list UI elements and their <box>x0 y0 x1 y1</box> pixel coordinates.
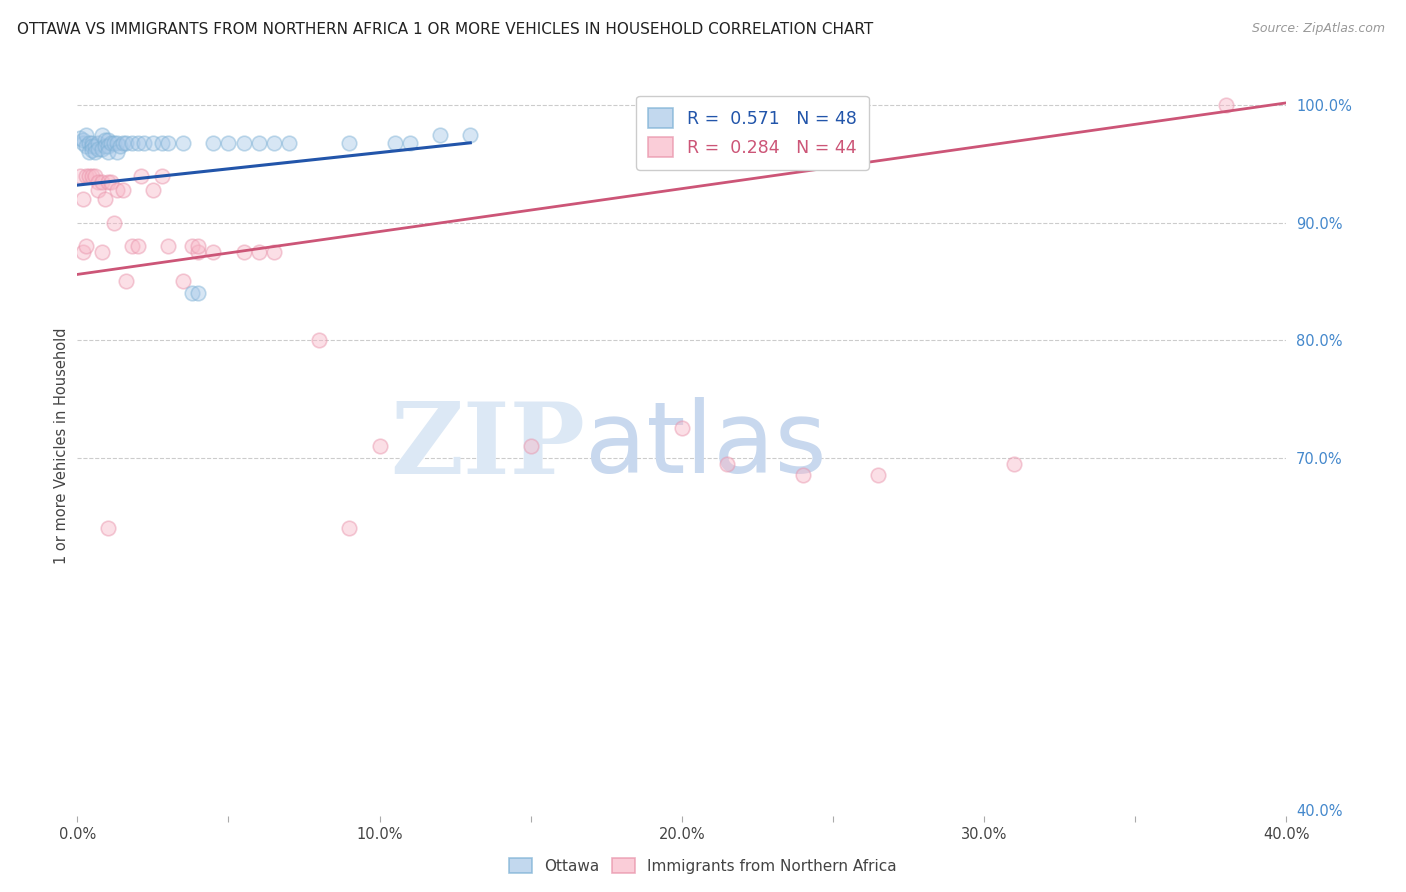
Y-axis label: 1 or more Vehicles in Household: 1 or more Vehicles in Household <box>53 327 69 565</box>
Point <box>429 128 451 142</box>
Point <box>103 136 125 150</box>
Point <box>84 145 107 160</box>
Point <box>96 145 118 160</box>
Text: OTTAWA VS IMMIGRANTS FROM NORTHERN AFRICA 1 OR MORE VEHICLES IN HOUSEHOLD CORREL: OTTAWA VS IMMIGRANTS FROM NORTHERN AFRIC… <box>17 22 873 37</box>
Point <box>792 468 814 483</box>
Point <box>150 169 173 183</box>
Point <box>75 239 97 253</box>
Point <box>218 136 240 150</box>
Point <box>114 136 136 150</box>
Point <box>69 169 91 183</box>
Point <box>87 183 110 197</box>
Text: atlas: atlas <box>585 398 827 494</box>
Point <box>100 136 122 150</box>
Text: Source: ZipAtlas.com: Source: ZipAtlas.com <box>1251 22 1385 36</box>
Point <box>105 136 128 150</box>
Point <box>263 245 285 260</box>
Point <box>82 139 104 153</box>
Point <box>1215 98 1237 112</box>
Point <box>79 145 101 160</box>
Point <box>93 139 115 153</box>
Point <box>157 136 180 150</box>
Point <box>127 239 149 253</box>
Point <box>111 136 134 150</box>
Point <box>181 239 204 253</box>
Point <box>868 468 890 483</box>
Point <box>157 239 180 253</box>
Point <box>93 133 115 147</box>
Point <box>150 136 173 150</box>
Point <box>87 142 110 156</box>
Point <box>337 136 360 150</box>
Point <box>96 139 118 153</box>
Point <box>187 286 209 301</box>
Point <box>84 139 107 153</box>
Point <box>172 136 194 150</box>
Point <box>82 143 104 157</box>
Point <box>79 136 101 150</box>
Point <box>278 136 301 150</box>
Point <box>90 142 112 156</box>
Point <box>75 139 97 153</box>
Point <box>129 169 152 183</box>
Point <box>90 245 112 260</box>
Point <box>108 139 131 153</box>
Point <box>247 136 270 150</box>
Point <box>368 439 391 453</box>
Point <box>90 175 112 189</box>
Point <box>399 136 422 150</box>
Point <box>75 128 97 142</box>
Point <box>84 169 107 183</box>
Point <box>232 136 254 150</box>
Point <box>716 457 738 471</box>
Point <box>114 275 136 289</box>
Point <box>79 169 101 183</box>
Point <box>308 333 330 347</box>
Point <box>247 245 270 260</box>
Legend: R =  0.571   N = 48, R =  0.284   N = 44: R = 0.571 N = 48, R = 0.284 N = 44 <box>636 95 869 169</box>
Point <box>181 286 204 301</box>
Point <box>232 245 254 260</box>
Point <box>87 175 110 189</box>
Point <box>142 183 165 197</box>
Legend: Ottawa, Immigrants from Northern Africa: Ottawa, Immigrants from Northern Africa <box>503 852 903 880</box>
Point <box>111 183 134 197</box>
Point <box>72 192 94 206</box>
Point <box>132 136 155 150</box>
Point <box>96 175 118 189</box>
Point <box>72 133 94 147</box>
Point <box>384 136 406 150</box>
Point <box>121 136 143 150</box>
Point <box>520 439 543 453</box>
Point <box>172 275 194 289</box>
Text: ZIP: ZIP <box>391 398 585 494</box>
Point <box>69 131 91 145</box>
Point <box>96 133 118 147</box>
Point <box>458 128 481 142</box>
Point <box>202 245 225 260</box>
Point <box>105 145 128 160</box>
Point <box>72 136 94 150</box>
Point <box>72 245 94 260</box>
Point <box>93 192 115 206</box>
Point <box>263 136 285 150</box>
Point <box>75 169 97 183</box>
Point <box>103 216 125 230</box>
Point <box>100 175 122 189</box>
Point <box>337 521 360 535</box>
Point <box>121 239 143 253</box>
Point <box>82 169 104 183</box>
Point <box>90 128 112 142</box>
Point <box>187 239 209 253</box>
Point <box>671 421 693 435</box>
Point <box>82 136 104 150</box>
Point <box>187 245 209 260</box>
Point <box>127 136 149 150</box>
Point <box>202 136 225 150</box>
Point <box>105 183 128 197</box>
Point <box>142 136 165 150</box>
Point <box>87 136 110 150</box>
Point <box>1004 457 1026 471</box>
Point <box>96 521 118 535</box>
